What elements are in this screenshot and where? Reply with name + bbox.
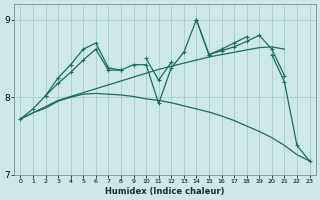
X-axis label: Humidex (Indice chaleur): Humidex (Indice chaleur) bbox=[105, 187, 225, 196]
